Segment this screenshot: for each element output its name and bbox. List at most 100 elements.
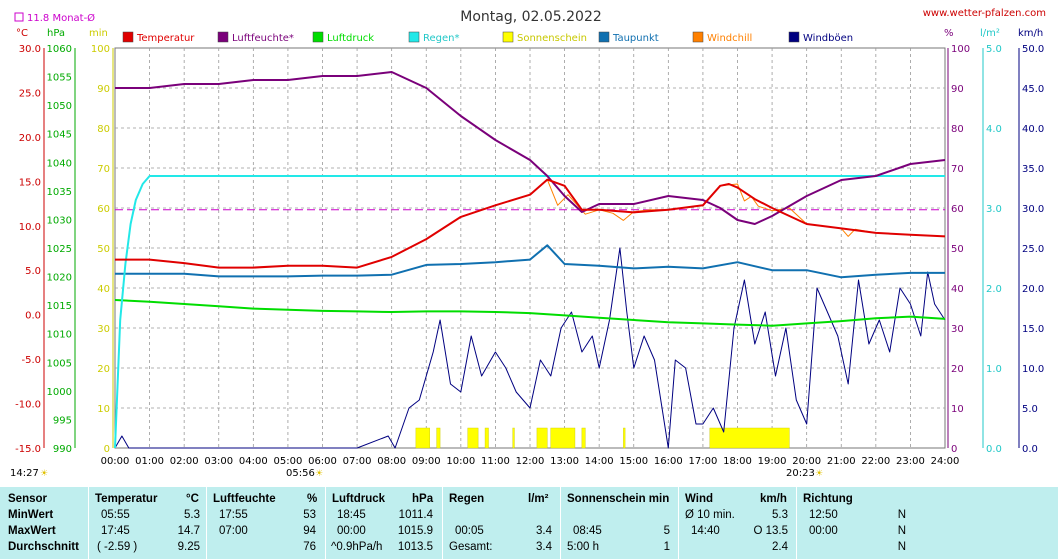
pressure-axis-tick-label: 1030	[47, 215, 72, 226]
stats-cell: 5	[663, 525, 670, 537]
temp-axis-tick-label: 30.0	[19, 44, 41, 55]
wind-axis-tick-label: 15.0	[1022, 324, 1044, 335]
stats-row-label: Durchschnitt	[8, 541, 79, 553]
stats-separator	[206, 487, 207, 559]
stats-header-direction: Richtung	[803, 493, 853, 505]
pressure-axis-tick-label: 1025	[47, 244, 72, 255]
stats-separator	[796, 487, 797, 559]
stats-cell: 1015.9	[397, 525, 433, 537]
pressure-axis-tick-label: 1060	[47, 44, 72, 55]
humidity-axis-tick-label: 20	[951, 364, 964, 375]
x-tick-label: 02:00	[170, 456, 199, 467]
stats-separator	[325, 487, 326, 559]
sunshine-bar	[467, 427, 479, 449]
stats-cell: 08:45	[573, 525, 602, 537]
legend-label: Luftdruck	[327, 33, 374, 44]
stats-cell: Gesamt:	[449, 541, 493, 553]
sunset-icon: ☀	[815, 469, 823, 479]
legend-swatch	[122, 31, 134, 43]
stats-cell: 5.3	[772, 509, 788, 521]
sunrise-label: 05:56	[286, 468, 315, 479]
minutes-axis-tick-label: 10	[97, 404, 110, 415]
legend-label: Temperatur	[136, 33, 195, 44]
stats-cell: 94	[303, 525, 316, 537]
rain-axis-tick-label: 4.0	[986, 124, 1002, 135]
x-tick-label: 10:00	[446, 456, 475, 467]
stats-cell: 14:40	[691, 525, 720, 537]
sunrise-icon: ☀	[315, 469, 323, 479]
wind-axis-tick-label: 30.0	[1022, 204, 1044, 215]
humidity-axis-tick-label: 90	[951, 84, 964, 95]
temp-axis-tick-label: 0.0	[25, 311, 41, 322]
wind-axis-tick-label: 50.0	[1022, 44, 1044, 55]
wind-axis-tick-label: 25.0	[1022, 244, 1044, 255]
x-tick-label: 01:00	[135, 456, 164, 467]
pressure-axis-tick-label: 1035	[47, 187, 72, 198]
stats-cell: N	[897, 525, 906, 537]
wind-axis-tick-label: 20.0	[1022, 284, 1044, 295]
minutes-axis-tick-label: 50	[97, 244, 110, 255]
sunshine-bar	[581, 427, 586, 449]
site-url[interactable]: www.wetter-pfalzen.com	[923, 8, 1046, 19]
stats-cell: 5.3	[184, 509, 200, 521]
humidity-axis-tick-label: 70	[951, 164, 964, 175]
daylength-sun-icon: ☀	[40, 469, 48, 479]
x-tick-label: 08:00	[377, 456, 406, 467]
temp-axis-tick-label: 20.0	[19, 133, 41, 144]
stats-cell: 05:55	[101, 509, 130, 521]
rain-axis-tick-label: 2.0	[986, 284, 1002, 295]
stats-cell: 00:05	[455, 525, 484, 537]
stats-cell: 18:45	[337, 509, 366, 521]
stats-cell: 9.25	[177, 541, 200, 553]
humidity-axis-tick-label: 40	[951, 284, 964, 295]
x-tick-label: 24:00	[931, 456, 960, 467]
humidity-axis-tick-label: 10	[951, 404, 964, 415]
minutes-axis-tick-label: 100	[91, 44, 110, 55]
wind-axis-tick-label: 35.0	[1022, 164, 1044, 175]
pressure-axis-tick-label: 1005	[47, 358, 72, 369]
x-tick-label: 22:00	[861, 456, 890, 467]
stats-header-wind: Wind	[685, 493, 713, 505]
stats-cell: ^0.9hPa/h	[331, 541, 383, 553]
pressure-axis-tick-label: 1015	[47, 301, 72, 312]
x-tick-label: 07:00	[343, 456, 372, 467]
stats-header-rain: Regen	[449, 493, 485, 505]
rain-axis-tick-label: 3.0	[986, 204, 1002, 215]
humidity-axis-tick-label: 80	[951, 124, 964, 135]
chart-series	[114, 71, 946, 449]
stats-header-pressure: Luftdruck	[332, 493, 386, 505]
x-tick-label: 09:00	[412, 456, 441, 467]
pressure-unit: hPa	[47, 28, 65, 39]
stats-cell: O 13.5	[753, 525, 788, 537]
humidity-axis-tick-label: 0	[951, 444, 957, 455]
minutes-axis-tick-label: 40	[97, 284, 110, 295]
series-luftfeuchte-line	[115, 71, 946, 225]
stats-cell: 53	[303, 509, 316, 521]
pressure-axis-tick-label: 995	[53, 415, 72, 426]
stats-header-temperature: Temperatur	[95, 493, 158, 505]
chart-grid	[114, 47, 946, 449]
stats-cell: 1011.4	[398, 509, 433, 521]
sunshine-bar	[550, 427, 576, 449]
stats-header-pressure-unit: hPa	[412, 493, 434, 505]
legend-label: Taupunkt	[612, 33, 659, 44]
stats-cell: N	[897, 541, 906, 553]
stats-header-rain-unit: l/m²	[528, 493, 549, 505]
temp-axis-tick-label: 5.0	[25, 266, 41, 277]
stats-separator	[88, 487, 89, 559]
rain-axis-tick-label: 1.0	[986, 364, 1002, 375]
humidity-axis-tick-label: 60	[951, 204, 964, 215]
rain-axis-tick-label: 5.0	[986, 44, 1002, 55]
stats-header-temperature-unit: °C	[186, 493, 199, 505]
legend-label: Luftfeuchte*	[232, 33, 294, 44]
stats-row-label: MinWert	[8, 509, 54, 521]
x-tick-label: 06:00	[308, 456, 337, 467]
pressure-axis-tick-label: 990	[53, 444, 72, 455]
minutes-unit: min	[89, 28, 108, 39]
sunset-label: 20:23	[786, 468, 815, 479]
stats-header-sunshine: Sonnenschein min	[567, 493, 670, 505]
legend-swatch	[312, 31, 324, 43]
x-tick-label: 18:00	[723, 456, 752, 467]
sunshine-bar	[436, 427, 441, 449]
minutes-axis-tick-label: 90	[97, 84, 110, 95]
